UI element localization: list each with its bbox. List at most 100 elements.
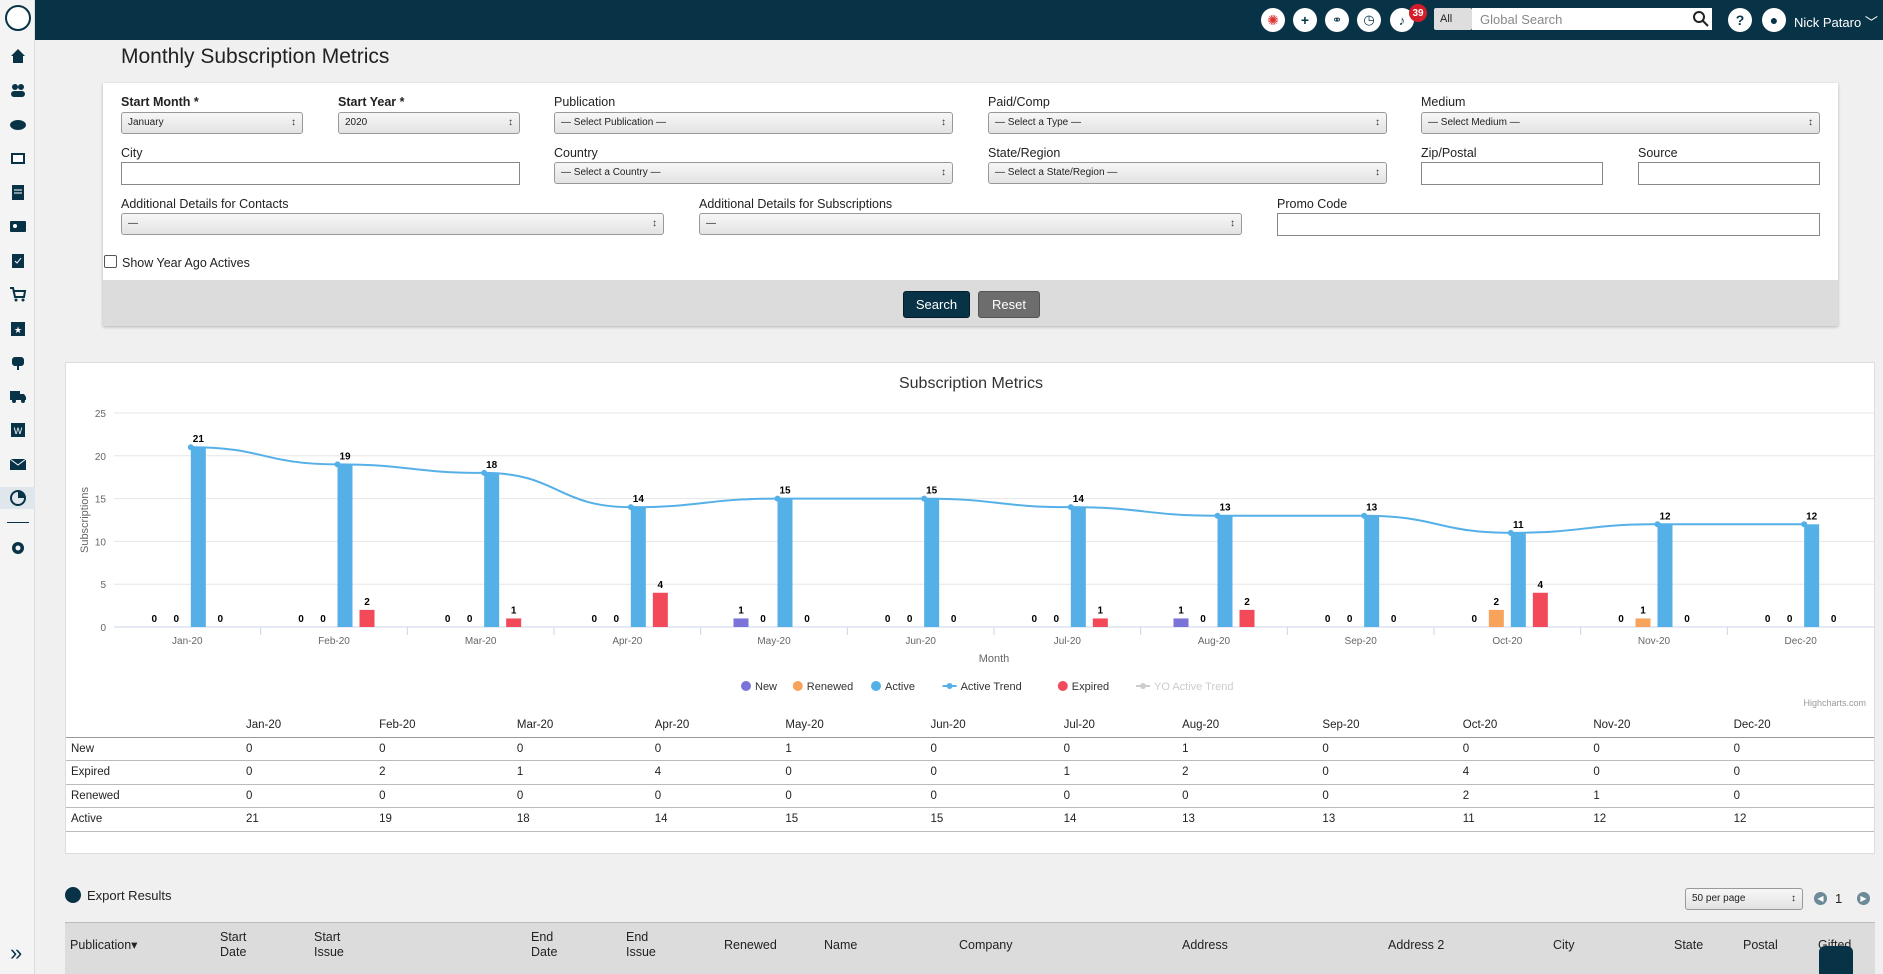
- results-column-header[interactable]: City: [1553, 938, 1575, 953]
- data-label: 0: [951, 614, 957, 625]
- promo-code-input[interactable]: [1277, 213, 1820, 236]
- table-cell: 0: [930, 737, 1064, 761]
- source-input[interactable]: [1638, 162, 1820, 185]
- chevron-down-icon: ﹀: [1864, 15, 1878, 30]
- sidebar-item-word[interactable]: W: [7, 419, 29, 441]
- sidebar-item-reports[interactable]: [0, 487, 35, 509]
- chat-widget-icon[interactable]: [1819, 946, 1853, 974]
- contacts-details-select[interactable]: —: [121, 213, 664, 235]
- bar-active: [1804, 524, 1820, 627]
- sidebar-item-deals[interactable]: [7, 113, 29, 135]
- legend-symbol: [1140, 683, 1146, 689]
- id-card-icon: [10, 221, 26, 232]
- column-label: Address 2: [1388, 938, 1445, 952]
- paidcomp-select[interactable]: — Select a Type —: [988, 112, 1387, 134]
- country-select[interactable]: — Select a Country —: [554, 162, 953, 184]
- global-search-input[interactable]: [1472, 8, 1712, 30]
- bar-active: [1070, 507, 1086, 627]
- sidebar-item-mail[interactable]: [7, 453, 29, 475]
- results-column-header[interactable]: State: [1674, 938, 1703, 953]
- year-ago-checkbox[interactable]: [104, 255, 117, 268]
- data-label: 15: [779, 486, 791, 497]
- sidebar-item-cards[interactable]: [7, 215, 29, 237]
- results-column-header[interactable]: Name: [824, 938, 857, 953]
- app-logo[interactable]: [5, 5, 31, 31]
- legend-symbol: [1057, 681, 1068, 691]
- add-icon[interactable]: +: [1293, 8, 1317, 32]
- table-cell: 0: [1593, 737, 1734, 761]
- subscriptions-details-select[interactable]: —: [699, 213, 1242, 235]
- trend-point: [1654, 521, 1661, 528]
- data-label: 0: [1054, 614, 1060, 625]
- sidebar-item-documents[interactable]: [7, 181, 29, 203]
- sidebar-item-contacts[interactable]: [7, 79, 29, 101]
- search-scope-select[interactable]: All: [1434, 8, 1472, 30]
- reset-button[interactable]: Reset: [978, 291, 1040, 318]
- publication-select[interactable]: — Select Publication —: [554, 112, 953, 134]
- help-icon[interactable]: ?: [1728, 8, 1752, 32]
- state-select[interactable]: — Select a State/Region —: [988, 162, 1387, 184]
- results-column-header[interactable]: End Date: [531, 930, 557, 960]
- bar-active: [777, 498, 793, 627]
- brand-icon[interactable]: ✺: [1261, 8, 1285, 32]
- reports-icon: [9, 490, 26, 506]
- data-label: 0: [804, 614, 810, 625]
- sidebar-item-gallery[interactable]: [7, 147, 29, 169]
- results-column-header[interactable]: End Issue: [626, 930, 656, 960]
- results-column-header[interactable]: Address: [1182, 938, 1228, 953]
- metrics-table: Jan-20 Feb-20 Mar-20 Apr-20 May-20 Jun-20 Jul-…: [66, 713, 1874, 832]
- zip-input[interactable]: [1421, 162, 1603, 185]
- medium-select[interactable]: — Select Medium —: [1421, 112, 1820, 134]
- data-label: 0: [907, 614, 913, 625]
- page-number[interactable]: 1: [1835, 891, 1843, 906]
- sidebar-item-tasks[interactable]: [7, 249, 29, 271]
- link-icon[interactable]: ⚭: [1325, 8, 1349, 32]
- column-label: Company: [959, 938, 1013, 952]
- sidebar-item-shipping[interactable]: [7, 385, 29, 407]
- bar-renewed: [1488, 609, 1504, 627]
- column-label: Date: [531, 945, 558, 959]
- history-icon[interactable]: ◷: [1357, 8, 1381, 32]
- start-year-select[interactable]: 2020: [338, 112, 520, 134]
- sidebar-item-store[interactable]: [7, 283, 29, 305]
- results-column-header[interactable]: Postal: [1743, 938, 1778, 953]
- legend-item: Expired: [1072, 681, 1109, 693]
- per-page-select[interactable]: 50 per page: [1685, 888, 1803, 910]
- table-cell: 1: [785, 737, 931, 761]
- user-menu[interactable]: Nick Pataro ﹀: [1794, 12, 1878, 31]
- data-label: 0: [1684, 614, 1690, 625]
- export-results-button[interactable]: Export Results: [65, 887, 172, 903]
- results-column-header[interactable]: Publication▾: [70, 938, 137, 953]
- sidebar-item-settings[interactable]: [7, 537, 29, 559]
- results-column-header[interactable]: Start Date: [220, 930, 246, 960]
- table-cell: 0: [785, 760, 931, 785]
- bar-renewed: [1635, 618, 1651, 627]
- user-avatar-icon[interactable]: ●: [1762, 8, 1786, 32]
- table-cell: 0: [930, 760, 1064, 785]
- search-icon[interactable]: [1692, 10, 1710, 28]
- start-month-select[interactable]: January: [121, 112, 303, 134]
- data-label: 0: [1831, 614, 1837, 625]
- data-label: 0: [1325, 614, 1331, 625]
- prev-page-icon[interactable]: ◀: [1814, 892, 1827, 905]
- y-tick-label: 5: [100, 580, 106, 591]
- results-column-header[interactable]: Address 2: [1388, 938, 1444, 953]
- sidebar-item-home[interactable]: [7, 45, 29, 67]
- search-button[interactable]: Search: [903, 291, 970, 318]
- export-label: Export Results: [87, 887, 172, 903]
- chart-credits[interactable]: Highcharts.com: [1803, 698, 1866, 708]
- sidebar-item-mailbox[interactable]: [7, 351, 29, 373]
- results-column-header[interactable]: Start Issue: [314, 930, 344, 960]
- table-row-label: New: [66, 737, 246, 761]
- next-page-icon[interactable]: ▶: [1857, 892, 1870, 905]
- bar-active: [1657, 524, 1673, 627]
- sidebar-item-events[interactable]: ★: [7, 317, 29, 339]
- city-input[interactable]: [121, 162, 520, 185]
- bar-expired: [506, 618, 522, 627]
- sidebar-expand-icon[interactable]: »: [10, 940, 23, 965]
- results-column-header[interactable]: Company: [959, 938, 1013, 953]
- data-label: 1: [1640, 605, 1646, 616]
- start-year-label: Start Year *: [338, 95, 405, 109]
- results-column-header[interactable]: Renewed: [724, 938, 777, 953]
